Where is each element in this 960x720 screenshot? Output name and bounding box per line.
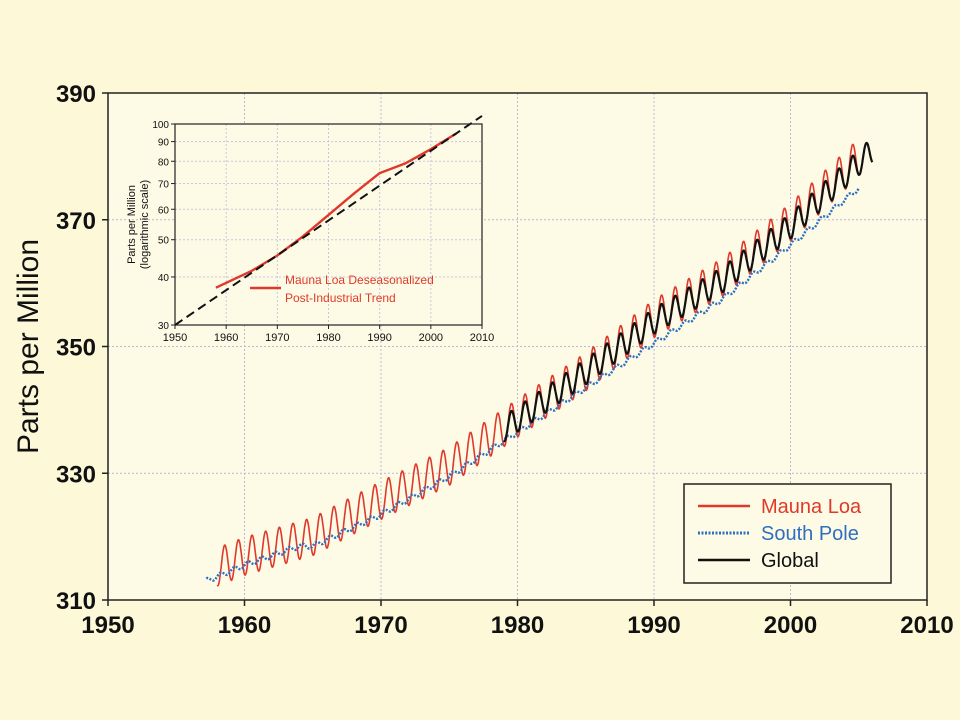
inset-y-tick-labels: 30 40 50 60 70 80 90 100 xyxy=(152,120,175,332)
inset-x-tick-labels: 1950 1960 1970 1980 1990 2000 2010 xyxy=(163,325,494,344)
main-y-tick-label: 390 xyxy=(56,81,96,108)
inset-y-tick-label: 40 xyxy=(158,273,170,284)
main-y-tick-labels: 310 330 350 370 390 xyxy=(56,81,108,615)
inset-x-tick-label: 1960 xyxy=(214,332,238,344)
legend-label-global: Global xyxy=(761,550,819,572)
main-series-lines xyxy=(205,141,874,587)
main-y-tick-label: 350 xyxy=(56,335,96,362)
main-y-tick-label: 370 xyxy=(56,208,96,235)
inset-series-mauna-loa-deseasonalized xyxy=(215,132,458,289)
inset-y-axis-label: Parts per Million (logarithmic scale) xyxy=(126,180,151,269)
inset-series-lines xyxy=(174,115,483,326)
main-x-tick-label: 1990 xyxy=(627,612,680,639)
main-y-tick-label: 310 xyxy=(56,588,96,615)
main-legend: Mauna Loa South Pole Global xyxy=(683,483,892,584)
inset-x-tick-label: 2000 xyxy=(419,332,443,344)
inset-x-tick-label: 2010 xyxy=(470,332,494,344)
inset-plot: 1950 1960 1970 1980 1990 2000 2010 30 40 50 60 70 8… xyxy=(126,115,494,344)
inset-x-tick-label: 1950 xyxy=(163,332,187,344)
inset-y-tick-label: 80 xyxy=(158,157,170,168)
inset-legend: Mauna Loa Deseasonalized Post-Industrial … xyxy=(250,273,434,305)
main-y-axis-label: Parts per Million xyxy=(12,239,45,454)
legend-label-mauna-loa: Mauna Loa xyxy=(761,496,862,518)
inset-y-label-line1: Parts per Million xyxy=(126,185,138,264)
inset-y-tick-label: 90 xyxy=(158,138,170,149)
main-x-tick-label: 2000 xyxy=(764,612,817,639)
inset-legend-label-1: Mauna Loa Deseasonalized xyxy=(285,273,434,287)
inset-y-tick-label: 100 xyxy=(152,120,169,131)
main-x-tick-label: 1970 xyxy=(354,612,407,639)
legend-label-south-pole: South Pole xyxy=(761,523,859,545)
main-x-tick-label: 1980 xyxy=(491,612,544,639)
inset-y-tick-label: 30 xyxy=(158,321,170,332)
main-x-tick-label: 1960 xyxy=(218,612,271,639)
inset-y-tick-label: 50 xyxy=(158,236,170,247)
main-x-tick-label: 2010 xyxy=(900,612,953,639)
inset-x-tick-label: 1970 xyxy=(265,332,289,344)
main-plot: 1950 1960 1970 1980 1990 2000 2010 310 330 350 37… xyxy=(12,81,954,639)
inset-y-tick-label: 70 xyxy=(158,180,170,191)
inset-series-post-industrial-trend xyxy=(174,115,483,326)
legend-box xyxy=(683,483,892,584)
inset-x-tick-label: 1980 xyxy=(316,332,340,344)
inset-x-tick-label: 1990 xyxy=(367,332,391,344)
inset-legend-label-2: Post-Industrial Trend xyxy=(285,291,396,305)
main-x-tick-label: 1950 xyxy=(81,612,134,639)
main-x-tick-labels: 1950 1960 1970 1980 1990 2000 2010 xyxy=(81,600,954,639)
inset-y-label-line2: (logarithmic scale) xyxy=(139,180,151,269)
inset-y-tick-label: 60 xyxy=(158,205,170,216)
series-line-global xyxy=(503,141,874,443)
main-y-tick-label: 330 xyxy=(56,461,96,488)
